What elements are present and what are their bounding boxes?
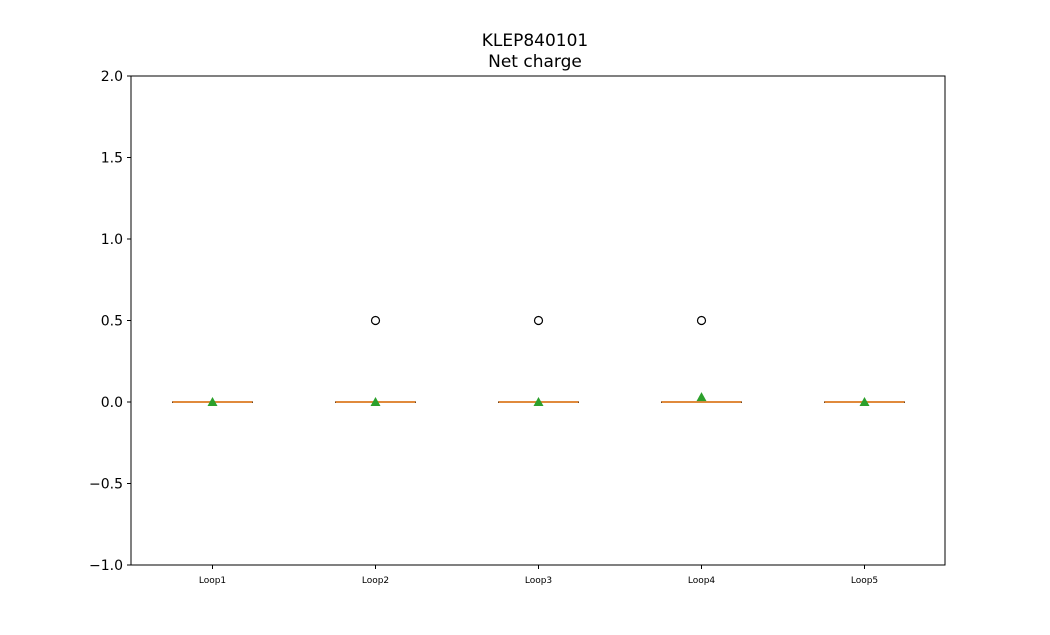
boxes: [172, 315, 905, 406]
mean-marker: [207, 397, 218, 406]
mean-marker: [370, 397, 381, 406]
x-tick-label: Loop4: [688, 576, 716, 586]
box-loop2: [335, 315, 416, 406]
y-tick-label: 1.0: [101, 232, 123, 248]
x-tick-label: Loop5: [851, 576, 878, 586]
mean-marker: [533, 397, 544, 406]
chart-subtitle: Net charge: [488, 52, 582, 72]
y-tick-label: 1.5: [101, 151, 123, 167]
x-axis: Loop1 Loop2 Loop3 Loop4 Loop5: [199, 565, 878, 586]
y-tick-label: 0.0: [101, 395, 123, 411]
chart-title: KLEP840101: [481, 31, 589, 51]
mean-marker: [696, 392, 707, 402]
y-axis: −1.0 −0.5 0.0 0.5 1.0 1.5 2.0: [89, 69, 131, 574]
mean-marker: [859, 397, 870, 406]
plot-area: [130, 75, 946, 566]
y-tick-label: −0.5: [89, 477, 123, 493]
x-tick-label: Loop1: [199, 576, 226, 586]
x-tick-label: Loop3: [525, 576, 552, 586]
box-loop4: [661, 315, 742, 403]
outlier-point: [696, 315, 707, 326]
outlier-point: [533, 315, 544, 326]
y-tick-label: 0.5: [101, 314, 123, 330]
outlier-point: [370, 315, 381, 326]
box-loop5: [824, 397, 905, 406]
y-tick-label: −1.0: [89, 558, 123, 574]
x-tick-label: Loop2: [362, 576, 389, 586]
box-loop3: [498, 315, 579, 406]
y-tick-label: 2.0: [101, 69, 123, 85]
box-loop1: [172, 397, 253, 406]
